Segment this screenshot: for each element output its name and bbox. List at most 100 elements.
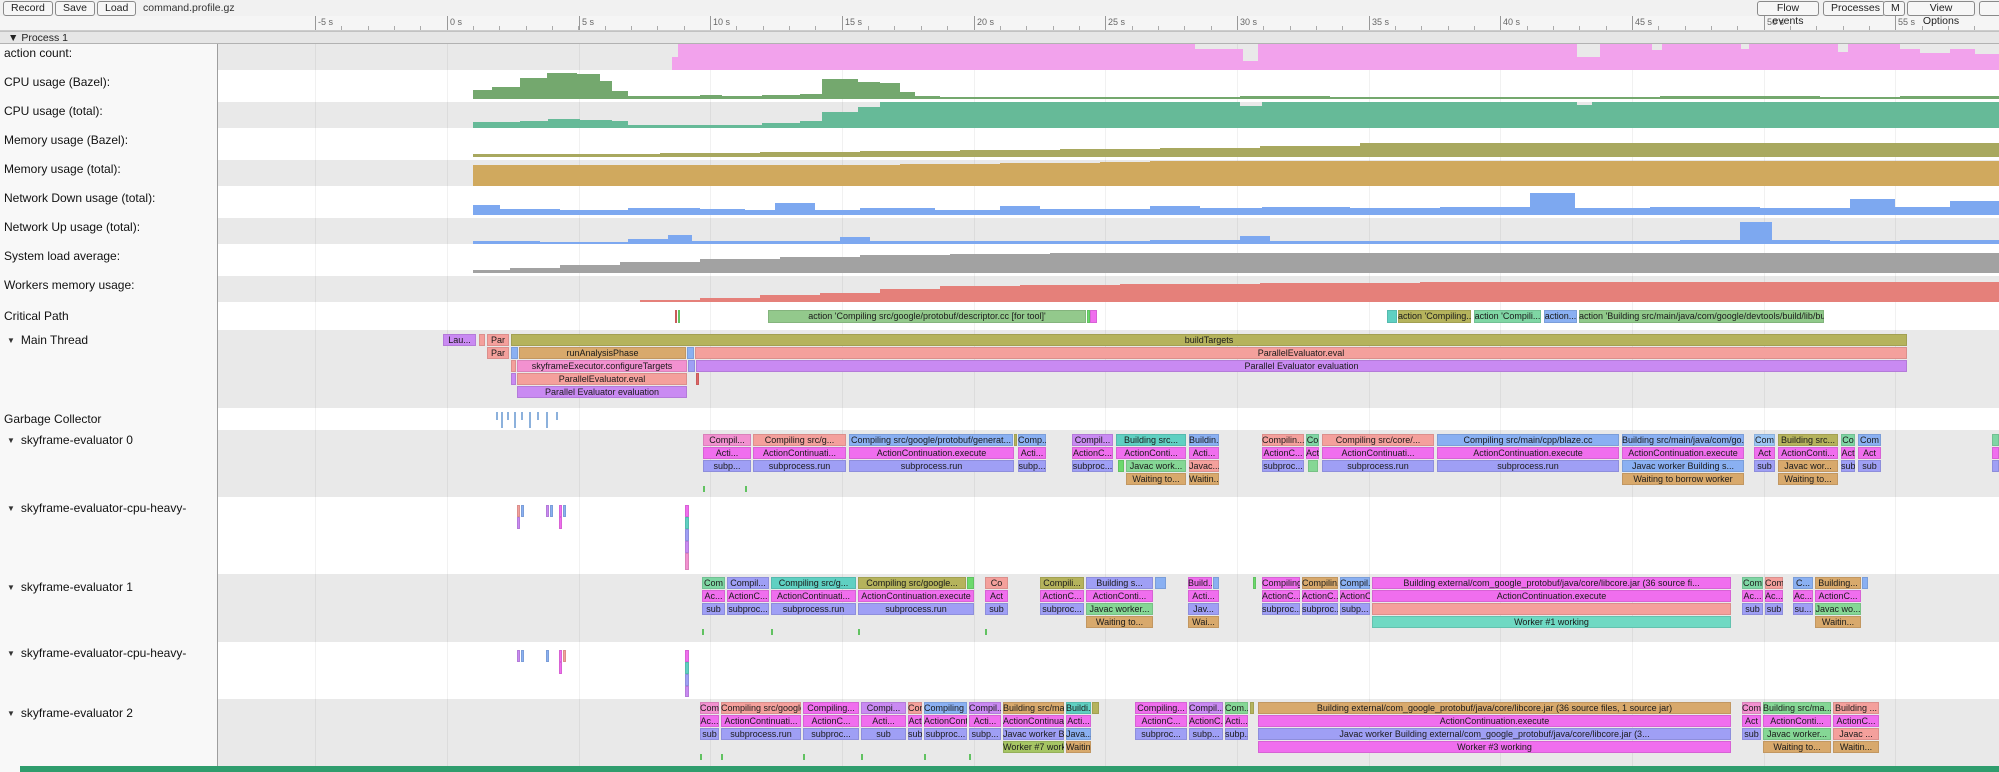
slice[interactable] <box>685 662 689 674</box>
slice[interactable]: Compiling src/google... <box>721 702 801 714</box>
slice[interactable]: Co <box>985 577 1008 589</box>
slice[interactable]: Compil... <box>1340 577 1370 589</box>
slice[interactable]: Building s... <box>1086 577 1153 589</box>
slice[interactable]: Build... <box>1188 577 1212 589</box>
slice[interactable]: Building external/com_google_protobuf/ja… <box>1258 702 1731 714</box>
slice[interactable]: sub <box>1858 460 1881 472</box>
record-button[interactable]: Record <box>3 1 53 16</box>
slice[interactable]: runAnalysisPhase <box>519 347 686 359</box>
slice[interactable]: Waitin... <box>1815 616 1861 628</box>
slice[interactable]: subproc... <box>1040 603 1084 615</box>
slice[interactable]: Lau... <box>443 334 476 346</box>
slice[interactable] <box>969 754 971 760</box>
slice[interactable]: Act <box>1841 447 1855 459</box>
slice[interactable] <box>514 420 516 428</box>
slice[interactable] <box>1155 577 1166 589</box>
slice[interactable]: ActionContinuati... <box>771 590 856 602</box>
slice[interactable]: Acti... <box>861 715 906 727</box>
slice[interactable]: ActionConti... <box>1086 590 1153 602</box>
slice[interactable]: subprocess.run <box>849 460 1014 472</box>
slice[interactable]: Compiling... <box>1135 702 1187 714</box>
slice[interactable] <box>685 517 689 529</box>
slice[interactable]: Wai... <box>1188 616 1219 628</box>
slice[interactable]: ActionC... <box>1072 447 1113 459</box>
slice[interactable]: ActionContinuation.execute <box>1437 447 1619 459</box>
slice[interactable] <box>771 629 773 635</box>
slice[interactable]: Jav... <box>1188 603 1219 615</box>
slice[interactable]: Acti... <box>703 447 751 459</box>
slice[interactable] <box>517 650 520 662</box>
slice[interactable] <box>702 629 704 635</box>
load-button[interactable]: Load <box>97 1 137 16</box>
slice[interactable]: Building ... <box>1833 702 1879 714</box>
slice[interactable]: Ac... <box>1793 590 1813 602</box>
slice[interactable] <box>687 347 694 359</box>
slice[interactable]: subproc... <box>1072 460 1113 472</box>
slice[interactable]: Java... <box>1066 728 1091 740</box>
slice[interactable] <box>1014 434 1017 446</box>
slice[interactable]: sub <box>861 728 906 740</box>
slice[interactable]: Act <box>985 590 1008 602</box>
slice[interactable] <box>521 650 524 662</box>
slice[interactable] <box>924 754 926 760</box>
slice[interactable]: Parallel Evaluator evaluation <box>696 360 1907 372</box>
slice[interactable] <box>700 754 702 760</box>
slice[interactable]: Com <box>1765 577 1783 589</box>
slice[interactable] <box>685 529 689 541</box>
slice[interactable] <box>501 420 503 428</box>
slice[interactable] <box>688 360 695 372</box>
slice[interactable]: Building src/main/jav... <box>1003 702 1064 714</box>
slice[interactable]: ParallelEvaluator.eval <box>517 373 687 385</box>
slice[interactable]: Com <box>1742 577 1763 589</box>
slice[interactable]: Ac... <box>1742 590 1763 602</box>
slice[interactable]: action 'Compili... <box>1474 310 1541 323</box>
slice[interactable] <box>685 686 689 697</box>
chart-area[interactable] <box>218 73 1999 99</box>
slice[interactable] <box>685 505 689 517</box>
slice[interactable] <box>1213 577 1219 589</box>
slice[interactable] <box>861 754 863 760</box>
chart-area[interactable] <box>218 160 1999 186</box>
slice[interactable]: subp... <box>1225 728 1248 740</box>
slice[interactable] <box>546 650 549 662</box>
slice[interactable]: sub <box>1765 603 1783 615</box>
slice[interactable]: Waitin... <box>1189 473 1219 485</box>
slice[interactable]: Compil... <box>1072 434 1113 446</box>
slice[interactable]: ActionC... <box>1302 590 1338 602</box>
slice[interactable]: subp... <box>969 728 1001 740</box>
slice[interactable] <box>559 517 562 529</box>
slice[interactable]: Worker #3 working <box>1258 741 1731 753</box>
slice[interactable]: Compil... <box>703 434 751 446</box>
slice[interactable]: sub <box>1841 460 1855 472</box>
slice[interactable]: Parallel Evaluator evaluation <box>517 386 687 398</box>
slice[interactable]: Compil... <box>727 577 769 589</box>
slice[interactable] <box>556 412 558 420</box>
slice[interactable]: Waiting to... <box>1778 473 1838 485</box>
save-button[interactable]: Save <box>55 1 95 16</box>
slice[interactable] <box>967 577 974 589</box>
chart-area[interactable] <box>218 247 1999 273</box>
slice[interactable]: subp... <box>703 460 751 472</box>
slice[interactable]: subproc... <box>727 603 769 615</box>
slice[interactable]: Javac work... <box>1126 460 1186 472</box>
slice[interactable]: Act <box>1754 447 1775 459</box>
slice[interactable]: Compil... <box>1189 702 1223 714</box>
processes-button[interactable]: Processes <box>1823 1 1885 16</box>
slice[interactable]: Compilin... <box>1262 434 1304 446</box>
slice[interactable]: Javac ... <box>1833 728 1879 740</box>
chart-area[interactable] <box>218 131 1999 157</box>
slice[interactable]: Buildin... <box>1189 434 1219 446</box>
slice[interactable] <box>675 310 677 323</box>
slice[interactable] <box>563 650 566 662</box>
time-ruler[interactable]: -5 s 0 s 5 s 10 s 15 s 20 s 25 s 30 s 35 s 40 s 45… <box>0 16 1999 31</box>
slice[interactable]: Compi... <box>861 702 906 714</box>
slice[interactable]: action... <box>1544 310 1577 323</box>
slice[interactable] <box>550 505 553 517</box>
slice[interactable]: Javac... <box>1189 460 1219 472</box>
track-label-skyframe-evaluator-2[interactable]: ▼ skyframe-evaluator 2 <box>7 706 133 720</box>
slice[interactable] <box>745 486 747 492</box>
slice[interactable]: ActionContinuation.execute <box>1622 447 1744 459</box>
track-label-main-thread[interactable]: ▼ Main Thread <box>7 333 88 347</box>
flow-events-button[interactable]: Flow events <box>1757 1 1819 27</box>
slice[interactable]: subproc... <box>1262 603 1300 615</box>
